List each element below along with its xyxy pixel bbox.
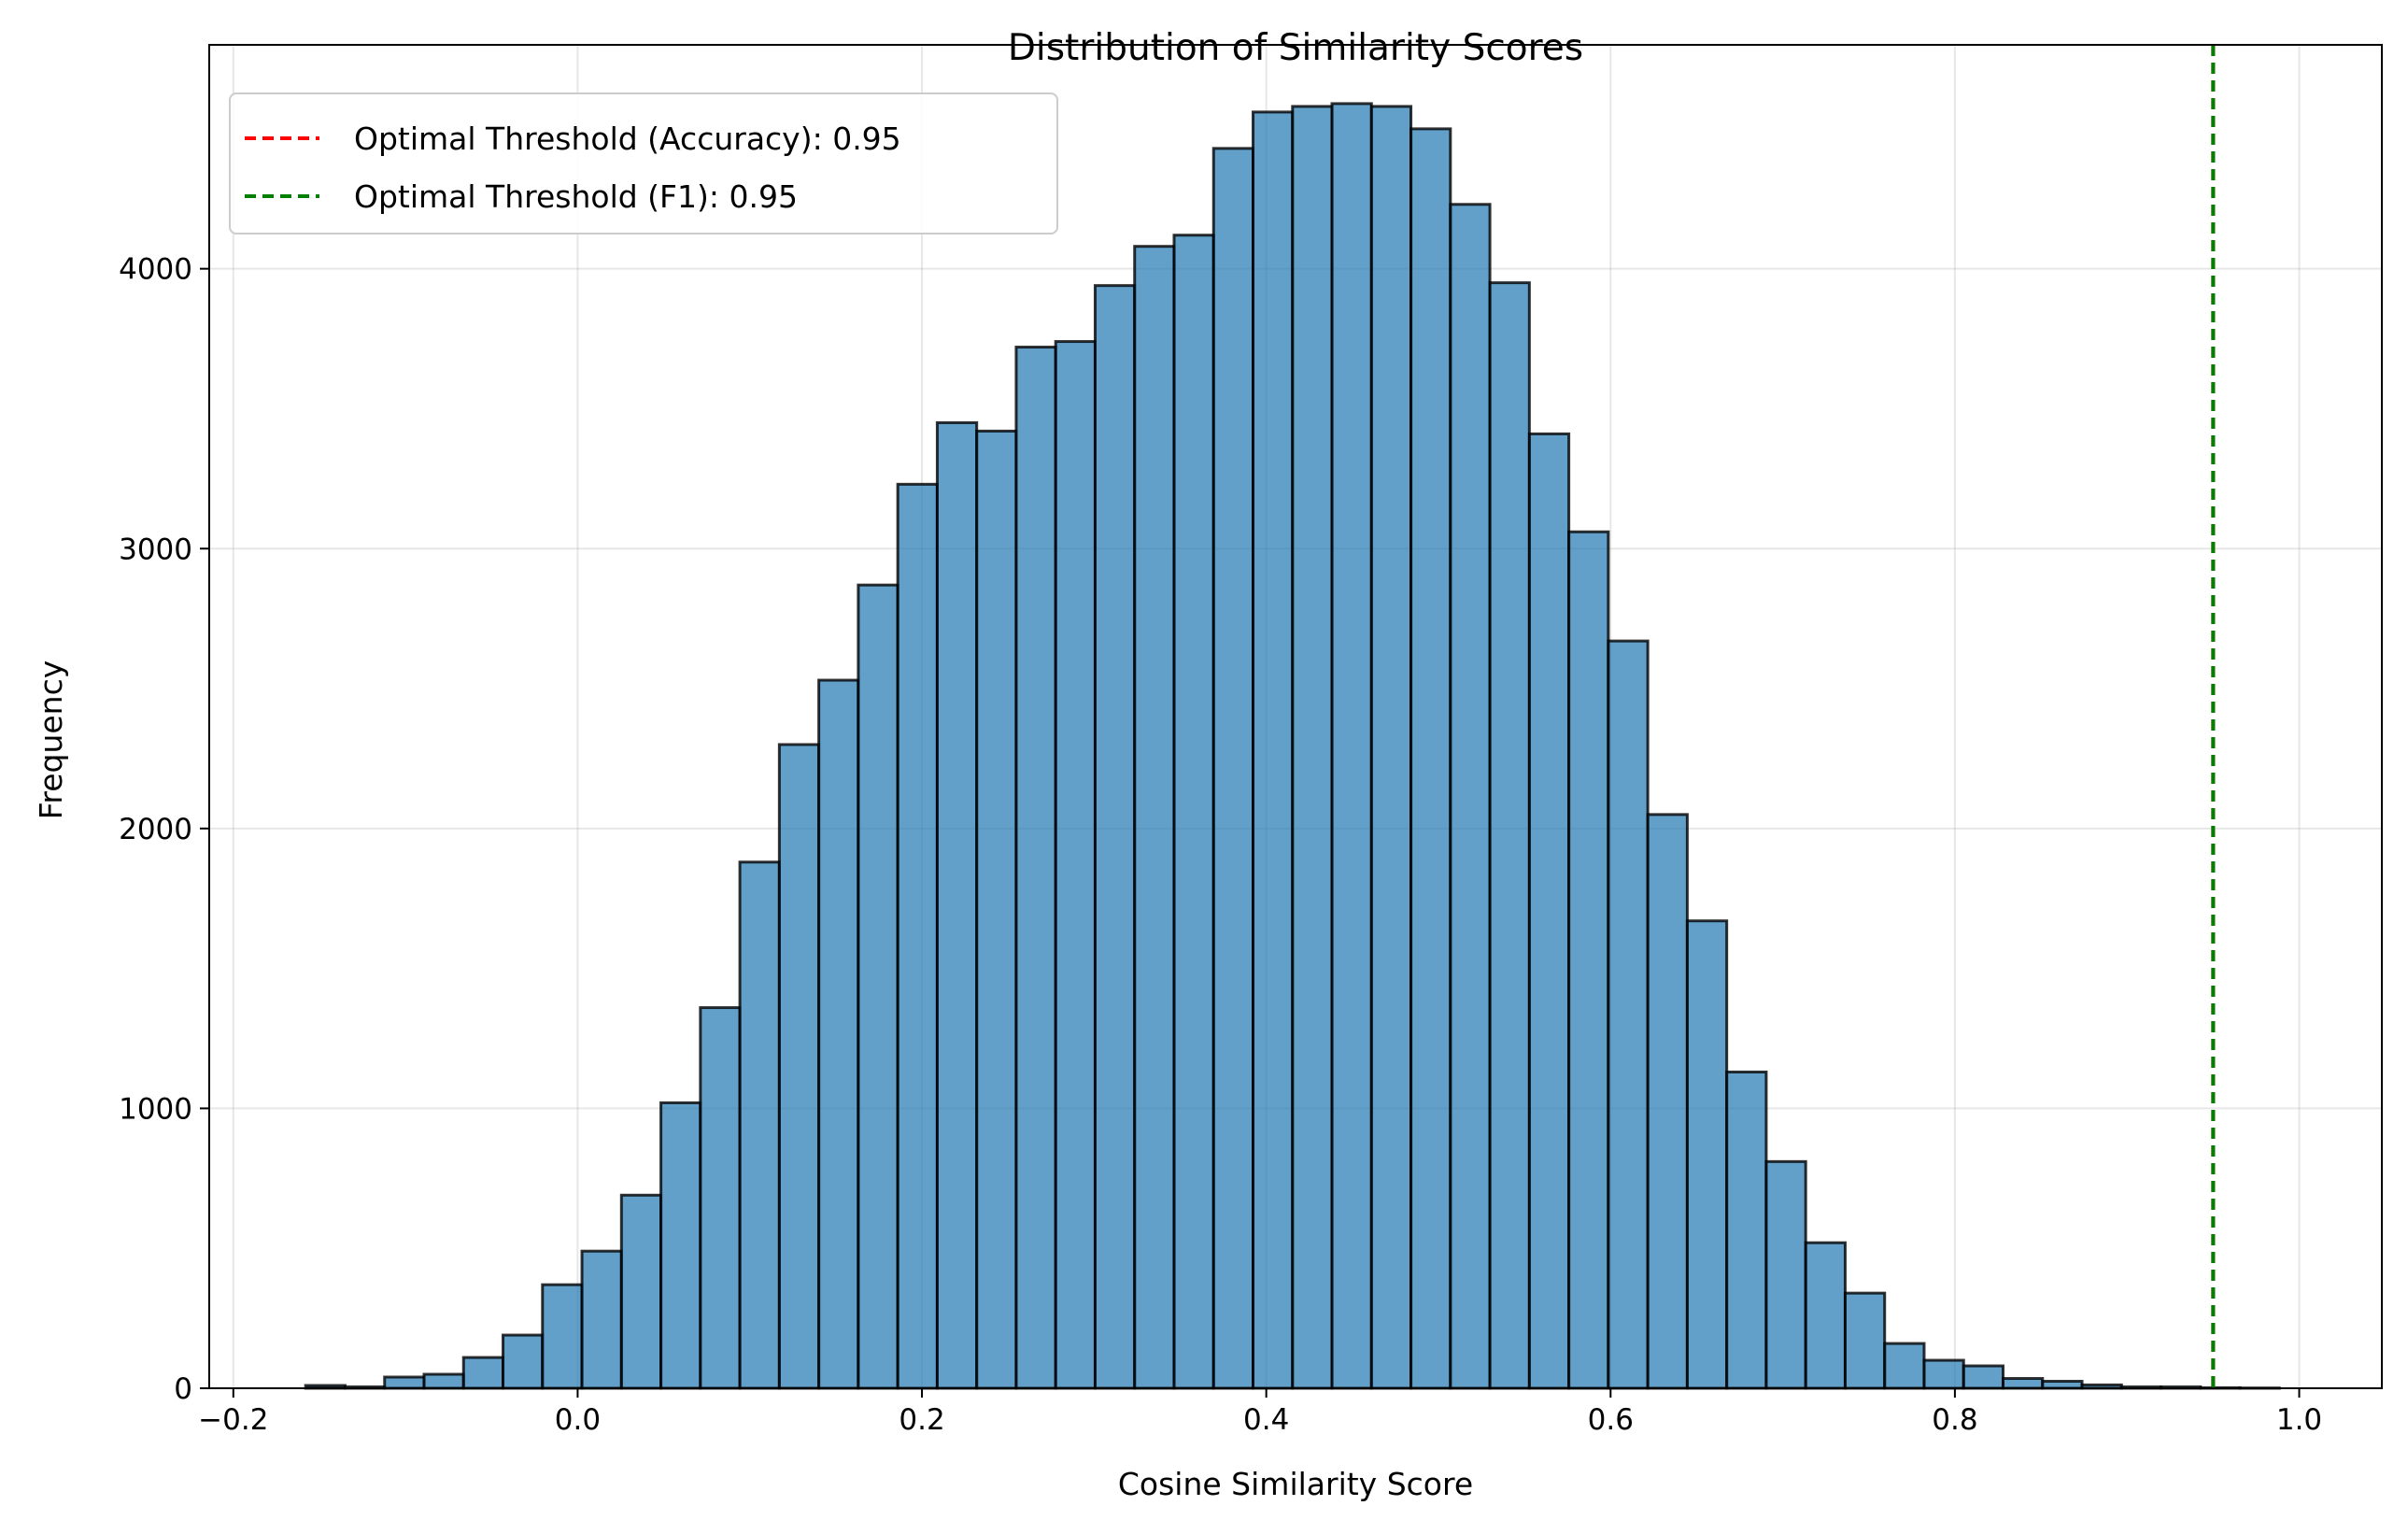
histogram-bar: [701, 1008, 740, 1388]
histogram-bar: [1174, 235, 1213, 1388]
histogram-bar: [503, 1335, 543, 1388]
x-tick-label: 0.6: [1588, 1403, 1634, 1437]
y-tick-label: 3000: [119, 533, 192, 566]
x-tick-label: 0.8: [1932, 1403, 1977, 1437]
histogram-bar: [819, 680, 858, 1388]
histogram-bar: [543, 1285, 582, 1388]
histogram-bar: [779, 745, 818, 1388]
histogram-bar: [582, 1251, 621, 1388]
histogram-bar: [1806, 1243, 1845, 1388]
histogram-bar: [1490, 283, 1529, 1388]
histogram-bar: [1963, 1366, 2003, 1388]
legend-label-accuracy: Optimal Threshold (Accuracy): 0.95: [354, 121, 901, 157]
y-tick-label: 0: [174, 1372, 192, 1406]
histogram-bar: [2043, 1382, 2082, 1388]
histogram-bar: [937, 422, 976, 1388]
histogram-bar: [898, 484, 937, 1388]
histogram-bar: [1727, 1072, 1766, 1388]
histogram-bar: [1529, 433, 1568, 1388]
histogram-bar: [1451, 205, 1490, 1388]
histogram-bar: [2003, 1379, 2042, 1388]
x-tick-label: 0.4: [1243, 1403, 1289, 1437]
histogram-bar: [463, 1357, 503, 1388]
x-tick-label: 0.0: [555, 1403, 601, 1437]
y-axis-label: Frequency: [33, 660, 69, 819]
histogram-bar: [1293, 107, 1332, 1388]
x-tick-label: −0.2: [198, 1403, 268, 1437]
histogram-bar: [1055, 342, 1095, 1388]
histogram-bar: [1135, 247, 1174, 1388]
histogram-bar: [424, 1374, 463, 1388]
y-tick-label: 2000: [119, 813, 192, 846]
legend: Optimal Threshold (Accuracy): 0.95 Optim…: [230, 93, 1057, 234]
histogram-bar: [1687, 921, 1726, 1388]
histogram-bar: [1254, 112, 1293, 1388]
x-tick-label: 1.0: [2276, 1403, 2322, 1437]
histogram-bar: [977, 431, 1016, 1388]
histogram-bar: [1845, 1293, 1884, 1388]
histogram-bar: [1371, 107, 1410, 1388]
histogram-bar: [1924, 1360, 1963, 1388]
histogram-bar: [1885, 1343, 1924, 1388]
histogram-bar: [1766, 1161, 1806, 1388]
histogram-bar: [858, 585, 898, 1388]
histogram-bar: [1016, 348, 1055, 1388]
histogram-bar: [1095, 286, 1134, 1388]
histogram-bar: [1608, 641, 1648, 1388]
x-axis-label: Cosine Similarity Score: [1118, 1466, 1473, 1502]
y-tick-label: 4000: [119, 253, 192, 287]
y-tick-label: 1000: [119, 1092, 192, 1126]
histogram-bar: [1411, 129, 1451, 1388]
histogram-bar: [740, 862, 779, 1388]
histogram-bar: [1569, 532, 1608, 1388]
histogram-bar: [1332, 104, 1371, 1388]
histogram-bar: [661, 1102, 701, 1388]
histogram-bar: [385, 1377, 424, 1388]
legend-label-f1: Optimal Threshold (F1): 0.95: [354, 178, 798, 215]
x-tick-label: 0.2: [899, 1403, 944, 1437]
histogram-bar: [1213, 149, 1253, 1388]
histogram-bar: [621, 1195, 660, 1388]
chart-title: Distribution of Similarity Scores: [1008, 27, 1583, 69]
histogram-bar: [1648, 815, 1687, 1388]
